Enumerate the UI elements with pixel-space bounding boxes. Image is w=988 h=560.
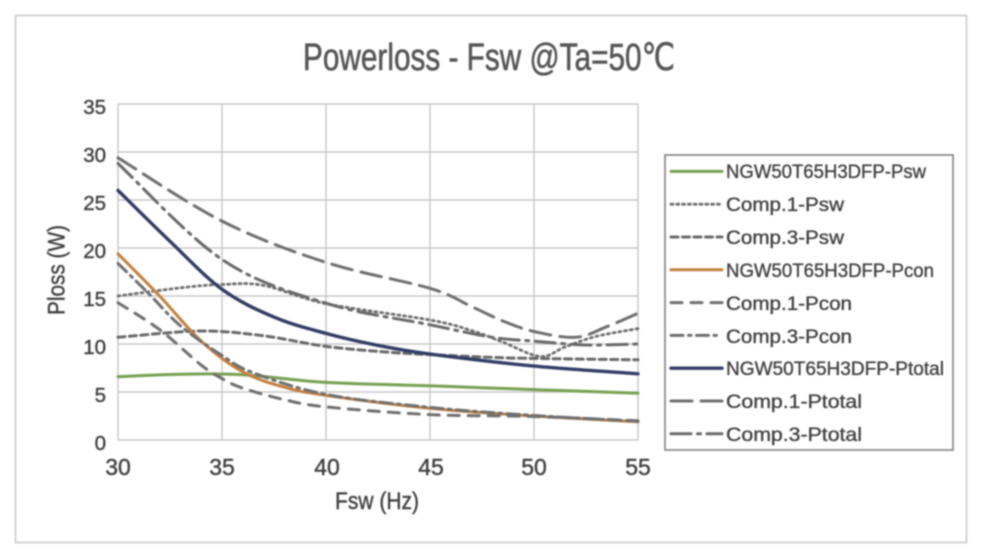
svg-text:35: 35 (209, 454, 235, 480)
svg-text:55: 55 (625, 454, 651, 480)
svg-text:0: 0 (95, 432, 106, 455)
svg-text:Comp.1-Pcon: Comp.1-Pcon (726, 293, 852, 315)
svg-text:Comp.1-Ptotal: Comp.1-Ptotal (726, 391, 862, 413)
svg-text:Comp.3-Psw: Comp.3-Psw (726, 227, 845, 249)
svg-text:Comp.3-Pcon: Comp.3-Pcon (726, 326, 852, 348)
svg-text:NGW50T65H3DFP-Pcon: NGW50T65H3DFP-Pcon (726, 260, 934, 282)
svg-text:25: 25 (83, 192, 106, 215)
svg-text:NGW50T65H3DFP-Psw: NGW50T65H3DFP-Psw (726, 161, 927, 183)
svg-text:Comp.3-Ptotal: Comp.3-Ptotal (726, 424, 862, 446)
svg-text:40: 40 (314, 454, 340, 480)
svg-text:15: 15 (83, 288, 106, 311)
svg-text:45: 45 (418, 454, 444, 480)
svg-text:Powerloss - Fsw @Ta=50℃: Powerloss - Fsw @Ta=50℃ (303, 37, 675, 79)
svg-text:20: 20 (83, 240, 106, 263)
svg-text:Comp.1-Psw: Comp.1-Psw (726, 194, 845, 216)
svg-text:50: 50 (521, 454, 547, 480)
svg-text:10: 10 (83, 336, 106, 359)
svg-text:30: 30 (105, 454, 131, 480)
svg-text:30: 30 (83, 144, 106, 167)
svg-text:35: 35 (83, 96, 106, 119)
svg-text:Ploss (W): Ploss (W) (44, 225, 71, 315)
svg-text:NGW50T65H3DFP-Ptotal: NGW50T65H3DFP-Ptotal (726, 358, 944, 380)
svg-text:5: 5 (95, 384, 106, 407)
svg-text:Fsw (Hz): Fsw (Hz) (335, 488, 419, 515)
